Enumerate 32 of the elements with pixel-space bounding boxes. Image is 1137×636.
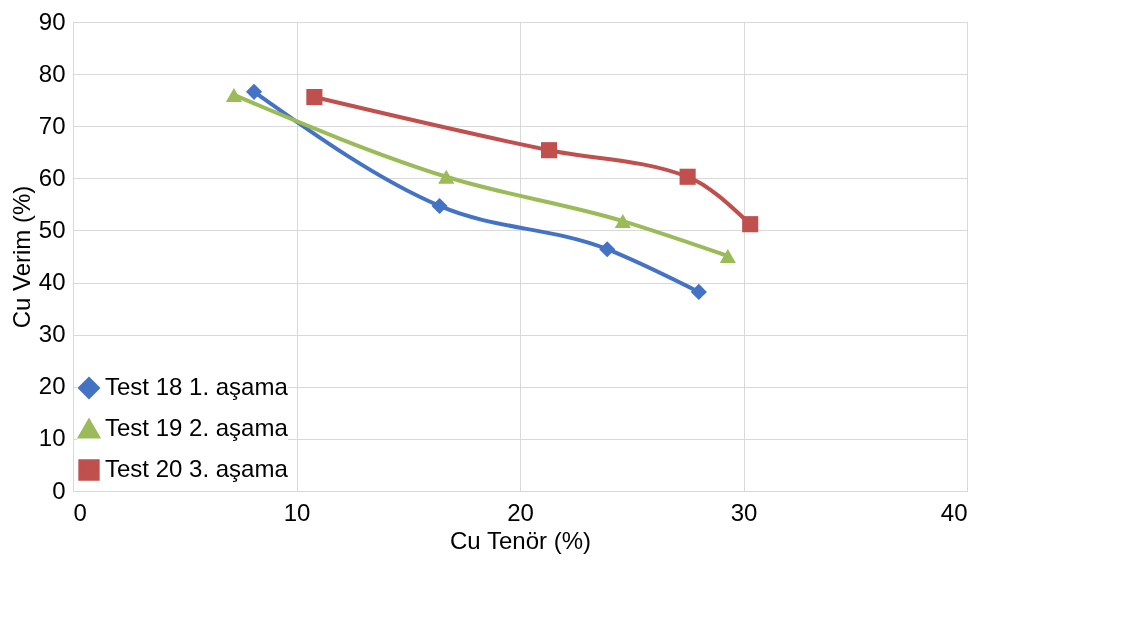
point (690, 283, 707, 300)
legend-label: Test 18 1. aşama (105, 373, 289, 400)
point (599, 241, 616, 258)
point (742, 216, 759, 233)
y-tick-label: 70 (38, 111, 66, 139)
point (431, 197, 448, 215)
x-tick-label: 30 (730, 498, 758, 526)
legend-label: Test 20 3. aşama (105, 455, 289, 482)
point (719, 249, 736, 263)
y-tick-label: 0 (52, 476, 66, 504)
point (540, 142, 558, 159)
x-tick-label: 20 (507, 498, 534, 526)
y-tick-label: 10 (38, 424, 66, 452)
point (679, 168, 696, 185)
y-tick-label: 30 (38, 320, 66, 348)
point (306, 88, 323, 106)
x-tick-label: 40 (940, 498, 968, 526)
y-tick-label: 50 (38, 215, 66, 243)
point (225, 87, 242, 102)
point (245, 83, 263, 100)
x-tick-label: 0 (73, 498, 87, 526)
y-tick-label: 60 (38, 163, 66, 191)
y-tick-label: 90 (38, 7, 66, 35)
legend-label: Test 19 2. aşama (105, 414, 289, 441)
y-tick-label: 80 (38, 59, 66, 87)
x-axis-title: Cu Tenör (%) (450, 526, 591, 554)
point (438, 169, 455, 184)
y-tick-label: 20 (38, 372, 66, 400)
y-axis-title: Cu Verim (%) (7, 185, 35, 329)
point (614, 214, 631, 229)
x-tick-label: 10 (283, 498, 311, 526)
y-tick-label: 40 (38, 268, 66, 296)
